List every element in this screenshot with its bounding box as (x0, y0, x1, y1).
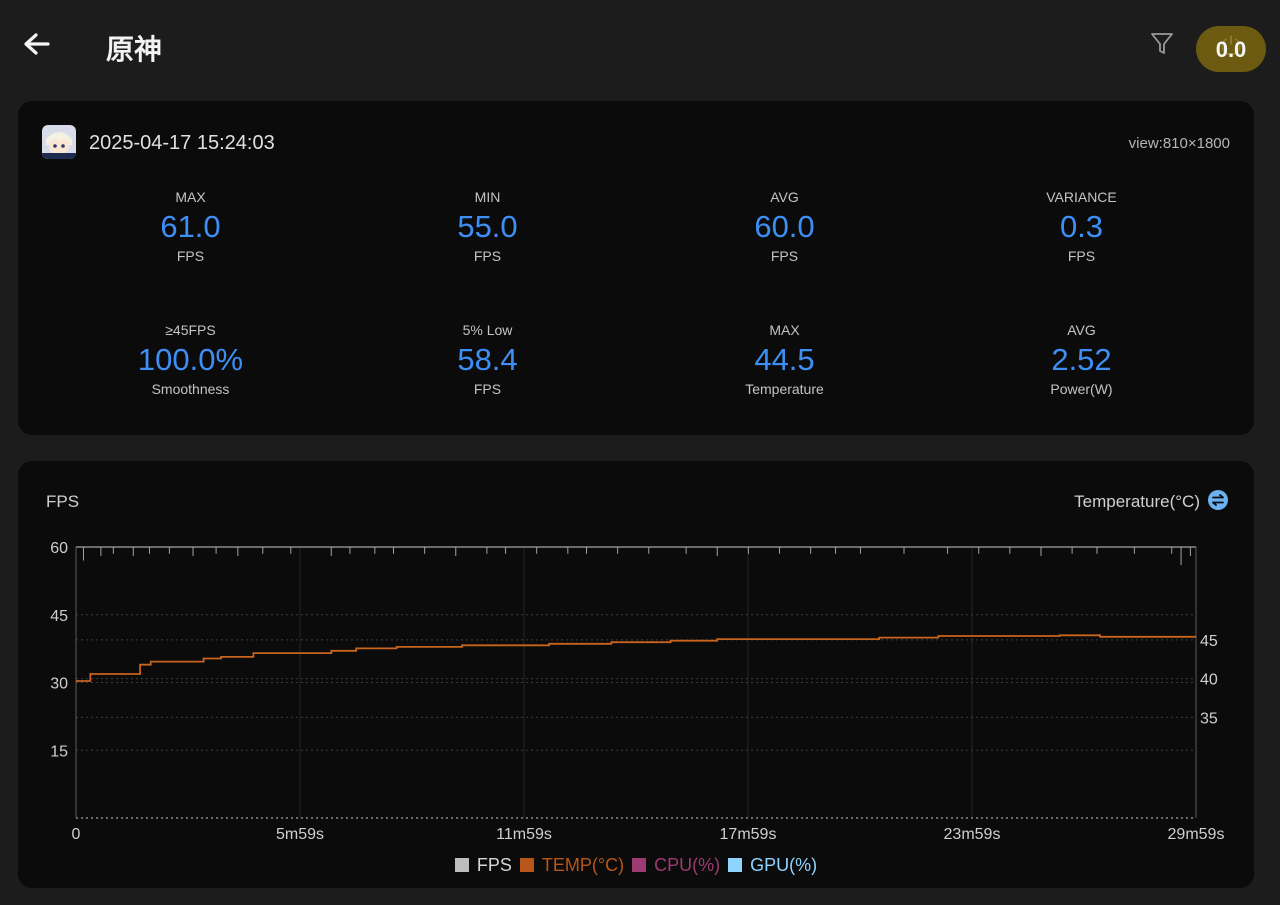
stat-unit: FPS (176, 248, 205, 264)
legend-item[interactable]: GPU(%) (728, 855, 817, 876)
session-datetime: 2025-04-17 15:24:03 (89, 132, 275, 154)
x-tick-label: 29m59s (1168, 826, 1225, 843)
filter-icon[interactable] (1146, 28, 1178, 60)
y-tick-label: 30 (50, 676, 68, 693)
y2-tick-label: 40 (1200, 672, 1218, 689)
performance-chart-card: 0 5m59s 11m59s 17m59s 23m59s 29m59s 60 45 30 15 45… (18, 461, 1254, 888)
stat-avg-fps: AVG 60.0 FPS (636, 187, 933, 265)
stat-5pct-low: 5% Low 58.4 FPS (339, 320, 636, 398)
stat-label: MAX (769, 322, 800, 338)
left-axis-title: FPS (46, 492, 80, 511)
stat-label: ≥45FPS (165, 322, 216, 338)
right-axis-title: Temperature(°C) (1074, 492, 1200, 511)
stat-value: 60.0 (754, 209, 815, 244)
stat-value: 0.3 (1059, 209, 1104, 244)
score-value: 0.0 (1215, 37, 1247, 62)
stat-max-temperature: MAX 44.5 Temperature (636, 320, 933, 398)
legend-item[interactable]: CPU(%) (632, 855, 720, 876)
legend-swatch (728, 858, 743, 872)
stat-unit: Temperature (745, 381, 824, 397)
y-tick-label: 60 (50, 540, 68, 557)
x-tick-label: 23m59s (944, 826, 1001, 843)
stat-label: AVG (1067, 322, 1096, 338)
legend-label: FPS (476, 855, 512, 875)
stat-value: 2.52 (1051, 342, 1112, 377)
swap-axis-icon[interactable] (1208, 490, 1228, 510)
stat-unit: FPS (1067, 248, 1096, 264)
stat-max-fps: MAX 61.0 FPS (42, 187, 339, 265)
chart-legend: FPS TEMP(°C) CPU(%) GPU(%) (18, 855, 1254, 876)
score-badge[interactable]: ⏻ 0.0 (1196, 26, 1266, 72)
stat-unit: Smoothness (151, 381, 230, 397)
stat-label: MIN (474, 189, 501, 205)
stat-label: AVG (770, 189, 799, 205)
game-app-icon (42, 125, 76, 159)
x-tick-label: 17m59s (720, 826, 777, 843)
back-arrow-icon[interactable] (18, 26, 58, 66)
legend-label: CPU(%) (654, 855, 721, 875)
stat-label: 5% Low (462, 322, 513, 338)
top-bar: 原神 ⏻ 0.0 (0, 0, 1280, 92)
x-tick-label: 11m59s (496, 826, 552, 843)
y-tick-label: 45 (50, 608, 68, 625)
stat-smoothness: ≥45FPS 100.0% Smoothness (42, 320, 339, 398)
legend-swatch (632, 858, 647, 872)
stat-min-fps: MIN 55.0 FPS (339, 187, 636, 265)
stat-label: VARIANCE (1046, 189, 1117, 205)
stat-value: 61.0 (160, 209, 221, 244)
summary-card: 2025-04-17 15:24:03 view:810×1800 MAX 61… (18, 101, 1254, 435)
legend-label: GPU(%) (750, 855, 818, 875)
stat-unit: FPS (473, 248, 502, 264)
stat-unit: Power(W) (1050, 381, 1113, 397)
legend-item[interactable]: FPS (454, 855, 512, 876)
stat-unit: FPS (473, 381, 502, 397)
power-icon: ⏻ (1220, 31, 1242, 61)
temperature-series-line (76, 634, 1196, 682)
stat-value: 100.0% (137, 342, 244, 377)
legend-swatch (454, 858, 469, 872)
stat-label: MAX (175, 189, 206, 205)
x-tick-label: 5m59s (276, 826, 324, 843)
stat-value: 44.5 (754, 342, 815, 377)
view-resolution: view:810×1800 (1128, 135, 1230, 152)
stat-value: 58.4 (457, 342, 518, 377)
y2-tick-label: 45 (1200, 633, 1218, 650)
x-tick-label: 0 (72, 826, 81, 843)
stat-variance: VARIANCE 0.3 FPS (933, 187, 1230, 265)
y-tick-label: 15 (50, 743, 68, 760)
legend-swatch (519, 858, 534, 872)
page-title: 原神 (106, 33, 163, 66)
legend-item[interactable]: TEMP(°C) (519, 855, 625, 876)
stat-unit: FPS (770, 248, 799, 264)
legend-label: TEMP(°C) (541, 855, 625, 875)
stat-value: 55.0 (457, 209, 518, 244)
y2-tick-label: 35 (1200, 710, 1218, 727)
stat-avg-power: AVG 2.52 Power(W) (933, 320, 1230, 398)
performance-chart: 0 5m59s 11m59s 17m59s 23m59s 29m59s 60 45 30 15 45… (50, 540, 1225, 843)
